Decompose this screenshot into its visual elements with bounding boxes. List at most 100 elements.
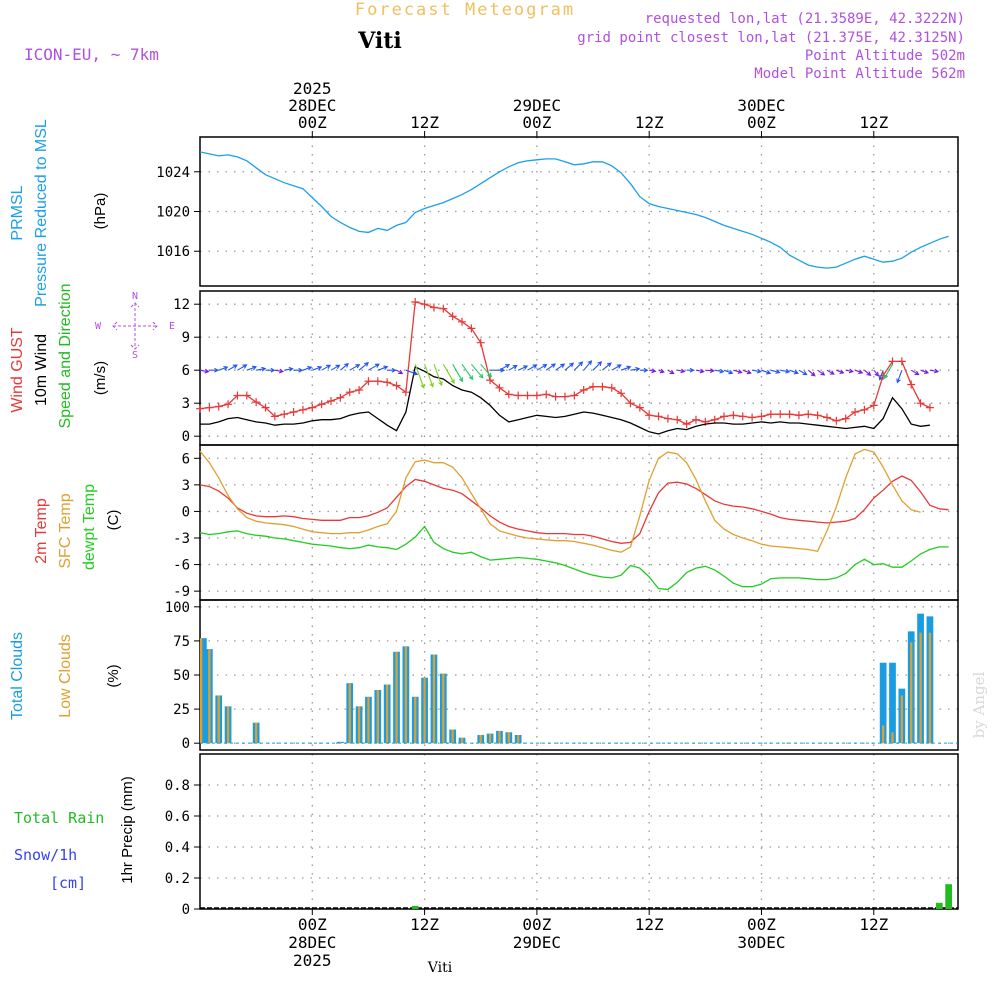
gust-marker [663, 414, 672, 423]
gust-marker [420, 300, 429, 309]
gust-marker [691, 415, 700, 424]
wind-arrow [929, 368, 940, 374]
gust-marker [448, 312, 457, 321]
time-tick-label: 00Z [747, 915, 776, 934]
wind-arrow [246, 365, 258, 371]
gust-marker [551, 392, 560, 401]
time-tick-label: 12Z [859, 113, 888, 132]
wind-arrow [789, 369, 799, 375]
panel-pressure: 1016 1020 1024 [156, 136, 959, 287]
info-grid-point: grid point closest lon,lat (21.375E, 42.… [577, 30, 965, 46]
gust-marker [729, 411, 738, 420]
time-tick-label: 28DEC [288, 96, 336, 115]
time-tick-label: 29DEC [513, 933, 561, 952]
gust-marker [570, 391, 579, 400]
low-cloud-bar [517, 735, 520, 744]
wind-arrow [742, 369, 752, 375]
compass-n: N [132, 291, 138, 302]
chart-title: Forecast Meteogram [355, 0, 575, 20]
gust-marker [822, 413, 831, 422]
gust-marker [280, 410, 289, 419]
low-cloud-bar [414, 696, 417, 744]
low-cloud-bar [208, 649, 211, 744]
wind-arrow [826, 369, 835, 375]
wind-arrow [639, 367, 649, 373]
wind-arrow [209, 367, 220, 373]
low-cloud-bar [217, 695, 220, 744]
wind-arrow [499, 364, 511, 371]
gust-marker [720, 412, 729, 421]
low-cloud-bar [255, 722, 258, 744]
wind-arrow [845, 368, 854, 374]
gust-marker [897, 357, 906, 366]
low-cloud-bar [488, 733, 492, 744]
gust-marker [261, 403, 270, 412]
time-tick-label: 00Z [298, 915, 327, 934]
wind-arrow [452, 363, 464, 383]
panel-frame [199, 444, 959, 601]
pressure-label-1: PRMSL [9, 185, 26, 240]
gust-marker [458, 317, 467, 326]
y-tick-label: 0 [182, 736, 190, 752]
gust-marker [233, 391, 242, 400]
wind-arrow [405, 369, 419, 376]
wind-arrow [686, 367, 695, 373]
y-tick-label: 0.6 [165, 809, 190, 825]
wind-arrow [573, 361, 584, 371]
wind-arrow [555, 363, 566, 371]
y-tick-label: -9 [173, 584, 190, 600]
time-tick-label: 00Z [747, 113, 776, 132]
low-cloud-bar [451, 729, 454, 744]
y-tick-label: 1020 [156, 205, 190, 221]
gust-marker [560, 392, 569, 401]
wind-unit: (m/s) [92, 361, 109, 395]
wind-arrow [387, 367, 397, 373]
low-cloud-bar [395, 651, 398, 744]
gust-marker [523, 391, 532, 400]
gust-marker [392, 381, 401, 390]
gust-marker [682, 420, 691, 429]
wind-arrow [265, 367, 276, 373]
low-cloud-bar [386, 684, 389, 744]
gust-marker [345, 388, 354, 397]
low-cloud-bar [891, 732, 894, 744]
time-tick-label: 30DEC [737, 96, 785, 115]
wind-arrow [284, 366, 294, 372]
low-cloud-bar [442, 673, 445, 744]
wind-arrow [658, 368, 665, 374]
wind-arrow [218, 365, 229, 371]
y-tick-label: 0 [182, 504, 190, 520]
gust-marker [589, 382, 598, 391]
total-cloud-bar [889, 662, 896, 744]
low-cloud-bar [423, 677, 426, 744]
wind-arrow [199, 368, 210, 374]
gust-marker [205, 403, 214, 412]
y-tick-label: 0 [182, 429, 190, 445]
gust-marker [252, 398, 261, 407]
low-cloud-bar [881, 725, 885, 744]
y-tick-label: 6 [182, 451, 190, 467]
gust-marker [355, 386, 364, 394]
y-tick-label: 75 [173, 634, 190, 650]
pressure-unit: (hPa) [92, 193, 109, 230]
gust-marker [757, 412, 766, 421]
gust-marker [336, 393, 345, 402]
wind-arrow [798, 369, 808, 376]
y-tick-label: 0.8 [165, 778, 190, 794]
low-cloud-bar [479, 735, 482, 744]
wind-arrow [368, 363, 380, 371]
gust-marker [242, 391, 251, 400]
low-cloud-bar [404, 646, 408, 744]
gust-marker [635, 403, 644, 412]
gust-marker [270, 412, 279, 421]
gust-marker [766, 410, 775, 419]
wind-arrow [227, 364, 238, 371]
y-tick-label: 6 [182, 363, 190, 379]
gust-marker [813, 411, 822, 420]
cloud-label-total: Total Clouds [9, 632, 26, 720]
gust-marker [617, 389, 626, 398]
wind-arrow [237, 364, 248, 371]
gust-marker [907, 380, 916, 389]
wind-arrow [536, 364, 548, 371]
wind-arrow [873, 369, 880, 377]
